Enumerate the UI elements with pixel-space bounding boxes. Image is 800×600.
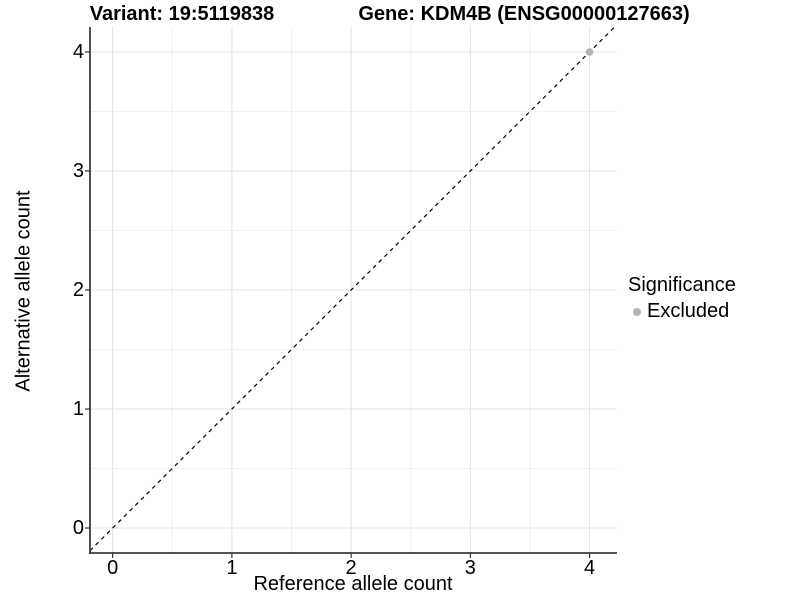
y-tick-label: 3 bbox=[72, 159, 84, 182]
data-point bbox=[585, 48, 594, 56]
x-tick-label: 1 bbox=[226, 557, 238, 579]
y-axis-title: Alternative allele count bbox=[12, 190, 35, 392]
legend-item-label: Excluded bbox=[647, 300, 730, 322]
plot-title-variant: Variant: 19:5119838 bbox=[89, 3, 275, 25]
y-tick-label: 1 bbox=[72, 398, 84, 420]
y-tick-label: 0 bbox=[72, 517, 84, 539]
plot-title-gene: Gene: KDM4B (ENSG00000127663) bbox=[358, 3, 690, 25]
legend: Significance Excluded bbox=[628, 274, 736, 323]
legend-point-icon bbox=[633, 307, 641, 316]
x-tick-label: 0 bbox=[107, 557, 119, 579]
x-tick-label: 2 bbox=[345, 557, 357, 579]
y-tick-label: 2 bbox=[72, 279, 84, 301]
x-tick-label: 3 bbox=[464, 557, 476, 579]
x-tick-label: 4 bbox=[584, 557, 596, 579]
x-axis-title: Reference allele count bbox=[253, 573, 453, 595]
identity-reference-line bbox=[89, 26, 616, 552]
y-tick-label: 4 bbox=[72, 40, 84, 63]
legend-title: Significance bbox=[628, 274, 736, 296]
legend-item-excluded: Excluded bbox=[628, 300, 736, 323]
